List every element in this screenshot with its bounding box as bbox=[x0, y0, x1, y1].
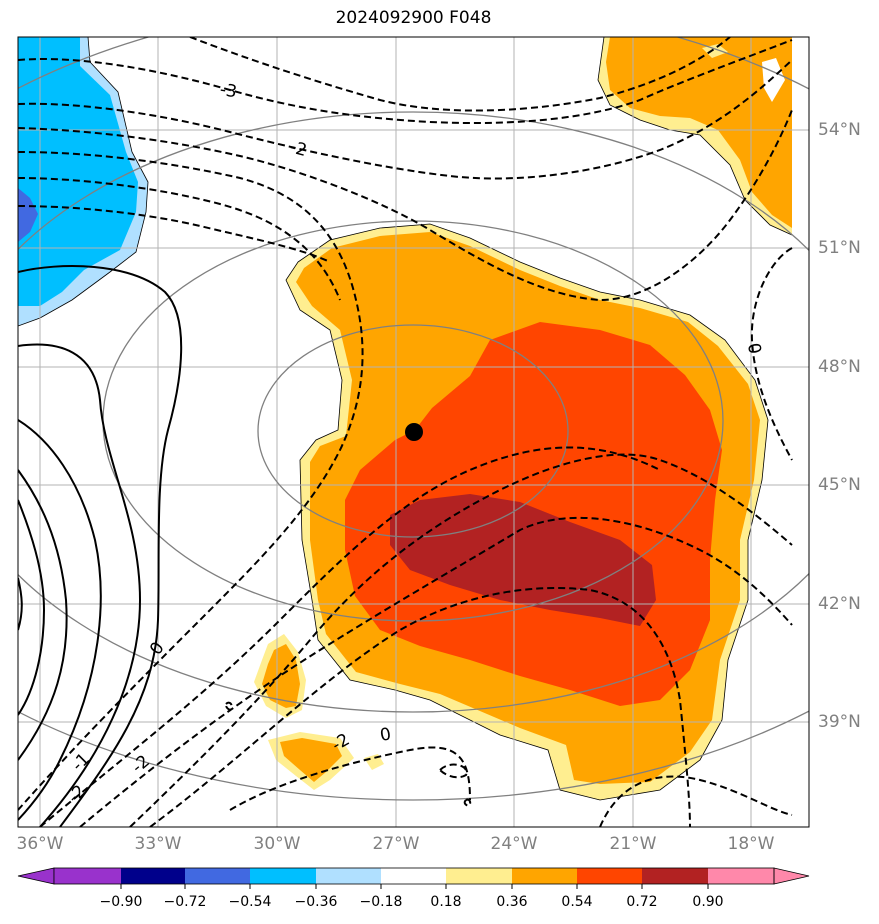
colorbar-tick-label: −0.54 bbox=[228, 894, 272, 910]
contour-label: -3 bbox=[218, 80, 238, 103]
colorbar-tick-label: 0.18 bbox=[430, 894, 462, 910]
map-frame bbox=[17, 36, 810, 828]
colorbar-bin bbox=[316, 868, 381, 884]
colorbar-bin bbox=[250, 868, 316, 884]
map-title: 2024092900 F048 bbox=[335, 8, 492, 28]
topright-hole bbox=[702, 44, 728, 58]
colorbar-tick-label: −0.72 bbox=[163, 894, 207, 910]
lat-label: 51°N bbox=[818, 238, 861, 258]
positive-anomaly-topright-orange bbox=[606, 37, 792, 228]
negative-anomaly-medium bbox=[18, 37, 138, 306]
colorbar-tick-label: −0.90 bbox=[99, 894, 143, 910]
positive-anomaly-smallpatch1-orange bbox=[262, 644, 300, 708]
contour-label: -2 bbox=[287, 137, 309, 161]
map-area: -3 -2 0 0 -1 -2 -2 0 -2 bbox=[18, 37, 809, 827]
shaded-field bbox=[18, 37, 792, 800]
lon-label: 30°W bbox=[253, 834, 301, 854]
lat-label: 48°N bbox=[818, 357, 861, 377]
colorbar-bin bbox=[708, 868, 774, 884]
solid-contours bbox=[18, 265, 183, 827]
lon-label: 24°W bbox=[490, 834, 538, 854]
contour-label: 0 bbox=[743, 342, 765, 356]
colorbar-bin bbox=[121, 868, 185, 884]
contour-label: -1 bbox=[68, 749, 94, 775]
lon-label: 18°W bbox=[727, 834, 775, 854]
colorbar-tick-label: 0.90 bbox=[692, 894, 724, 910]
colorbar-tick-label: −0.18 bbox=[359, 894, 403, 910]
colorbar-bin bbox=[512, 868, 577, 884]
contour-label: -2 bbox=[128, 751, 154, 777]
grid-lines bbox=[18, 37, 809, 827]
contour-label: 0 bbox=[379, 724, 393, 746]
positive-anomaly-darkred bbox=[390, 494, 656, 626]
colorbar-extend-right bbox=[773, 867, 810, 885]
colorbar-bin bbox=[185, 868, 250, 884]
colorbar-tick-label: 0.36 bbox=[496, 894, 528, 910]
lat-label: 42°N bbox=[818, 594, 861, 614]
shaded-outline bbox=[18, 37, 793, 801]
lon-label: 36°W bbox=[16, 834, 64, 854]
dashed-contours bbox=[18, 37, 793, 827]
lon-label: 27°W bbox=[372, 834, 420, 854]
colorbar bbox=[17, 867, 810, 889]
colorbar-tick-label: −0.36 bbox=[294, 894, 338, 910]
lon-label: 21°W bbox=[609, 834, 657, 854]
colorbar-bin bbox=[381, 868, 446, 884]
point-marker bbox=[405, 423, 423, 441]
lat-label: 54°N bbox=[818, 120, 861, 140]
colorbar-tick-label: 0.54 bbox=[561, 894, 593, 910]
lon-label: 33°W bbox=[134, 834, 182, 854]
colorbar-bin bbox=[446, 868, 512, 884]
positive-anomaly-smallpatch3 bbox=[364, 754, 384, 770]
colorbar-tick-label: 0.72 bbox=[626, 894, 658, 910]
colorbar-bin bbox=[54, 868, 121, 884]
negative-anomaly-strong bbox=[18, 188, 38, 242]
lat-label: 39°N bbox=[818, 712, 861, 732]
colorbar-bin bbox=[577, 868, 642, 884]
lat-label: 45°N bbox=[818, 475, 861, 495]
colorbar-extend-left bbox=[17, 867, 55, 885]
colorbar-bin bbox=[642, 868, 708, 884]
